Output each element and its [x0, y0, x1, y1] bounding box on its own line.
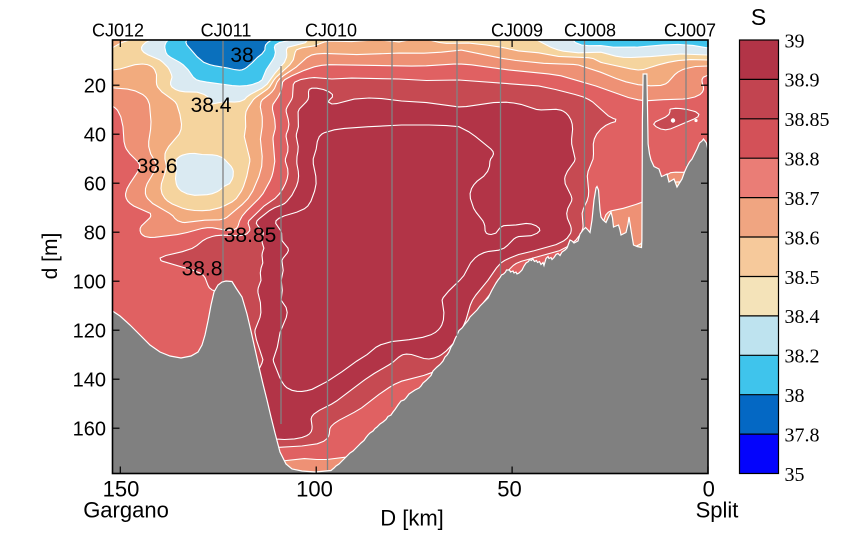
svg-text:38.7: 38.7 [785, 188, 820, 210]
svg-text:S: S [751, 4, 766, 30]
svg-text:38.5: 38.5 [785, 267, 820, 289]
svg-text:38: 38 [785, 385, 805, 407]
svg-text:100: 100 [296, 477, 333, 502]
svg-text:38.6: 38.6 [785, 227, 820, 249]
svg-text:CJ007: CJ007 [664, 21, 716, 41]
svg-text:CJ009: CJ009 [491, 21, 543, 41]
svg-text:100: 100 [73, 272, 106, 294]
svg-text:39: 39 [785, 30, 805, 52]
svg-text:38.4: 38.4 [191, 94, 232, 117]
svg-text:Gargano: Gargano [83, 498, 169, 523]
svg-text:150: 150 [103, 477, 140, 502]
svg-text:CJ008: CJ008 [564, 21, 616, 41]
svg-text:D [km]: D [km] [380, 506, 444, 531]
svg-text:38.4: 38.4 [785, 306, 820, 328]
svg-text:d [m]: d [m] [39, 233, 62, 280]
svg-text:60: 60 [84, 174, 106, 196]
svg-text:0: 0 [703, 477, 715, 502]
svg-text:38: 38 [230, 44, 253, 67]
svg-text:20: 20 [84, 76, 106, 98]
svg-text:38.2: 38.2 [785, 346, 820, 368]
svg-text:38.85: 38.85 [224, 224, 277, 247]
svg-text:CJ011: CJ011 [201, 21, 252, 41]
svg-text:38.9: 38.9 [785, 70, 820, 92]
svg-text:160: 160 [73, 419, 106, 441]
svg-text:38.6: 38.6 [137, 155, 178, 178]
svg-text:38.85: 38.85 [785, 109, 830, 131]
svg-text:CJ010: CJ010 [305, 21, 357, 41]
svg-text:35: 35 [785, 464, 805, 486]
svg-text:80: 80 [84, 223, 106, 245]
svg-text:140: 140 [73, 370, 106, 392]
svg-text:38.8: 38.8 [182, 258, 223, 281]
svg-text:40: 40 [84, 125, 106, 147]
svg-text:37.8: 37.8 [785, 424, 820, 446]
svg-text:50: 50 [497, 477, 521, 502]
svg-text:Split: Split [696, 498, 739, 523]
svg-text:CJ012: CJ012 [92, 21, 144, 41]
svg-text:38.8: 38.8 [785, 149, 820, 171]
svg-text:120: 120 [73, 321, 106, 343]
